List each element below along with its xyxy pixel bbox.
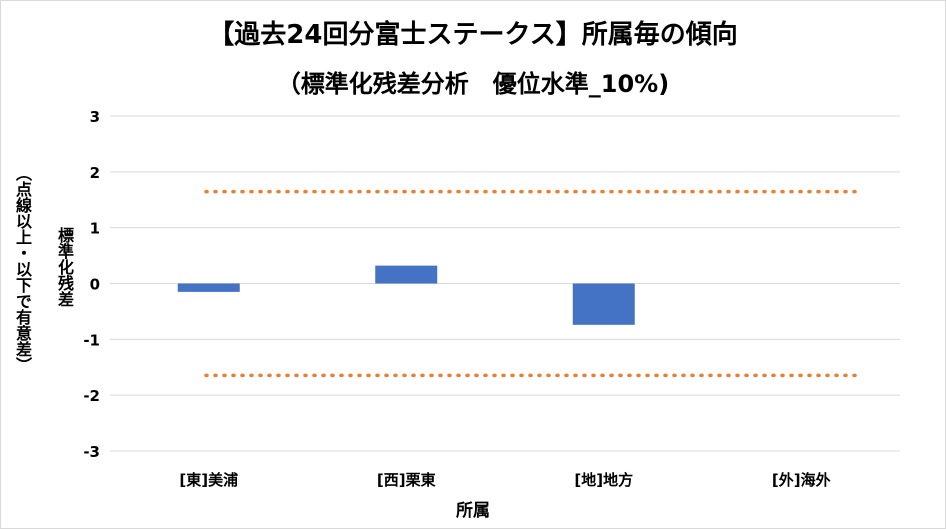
bar xyxy=(177,283,240,292)
x-tick-label: [地]地方 xyxy=(574,471,633,489)
chart-subtitle: （標準化残差分析 優位水準_10%) xyxy=(276,70,670,98)
y-tick-label: 2 xyxy=(90,164,100,182)
bar xyxy=(572,283,635,325)
y-tick-label: -2 xyxy=(83,387,100,405)
chart-title: 【過去24回分富士ステークス】所属毎の傾向 xyxy=(208,20,738,50)
x-axis-title: 所属 xyxy=(456,501,490,521)
y-tick-label: 1 xyxy=(90,220,100,238)
x-tick-label: [東]美浦 xyxy=(179,471,238,489)
y-tick-label: 3 xyxy=(90,108,100,126)
y-axis-note: （点線以上・以下で有意差） xyxy=(13,165,32,373)
y-tick-label: -1 xyxy=(83,331,100,349)
x-tick-label: [外]海外 xyxy=(772,471,831,489)
y-tick-label: -3 xyxy=(83,443,100,461)
y-tick-label: 0 xyxy=(90,276,100,294)
y-axis-label: 標準化残差 xyxy=(55,227,74,307)
bar xyxy=(375,265,438,284)
y-axis-label-group: 標準化残差 （点線以上・以下で有意差） xyxy=(8,165,74,405)
x-tick-label: [西]栗東 xyxy=(377,471,436,489)
